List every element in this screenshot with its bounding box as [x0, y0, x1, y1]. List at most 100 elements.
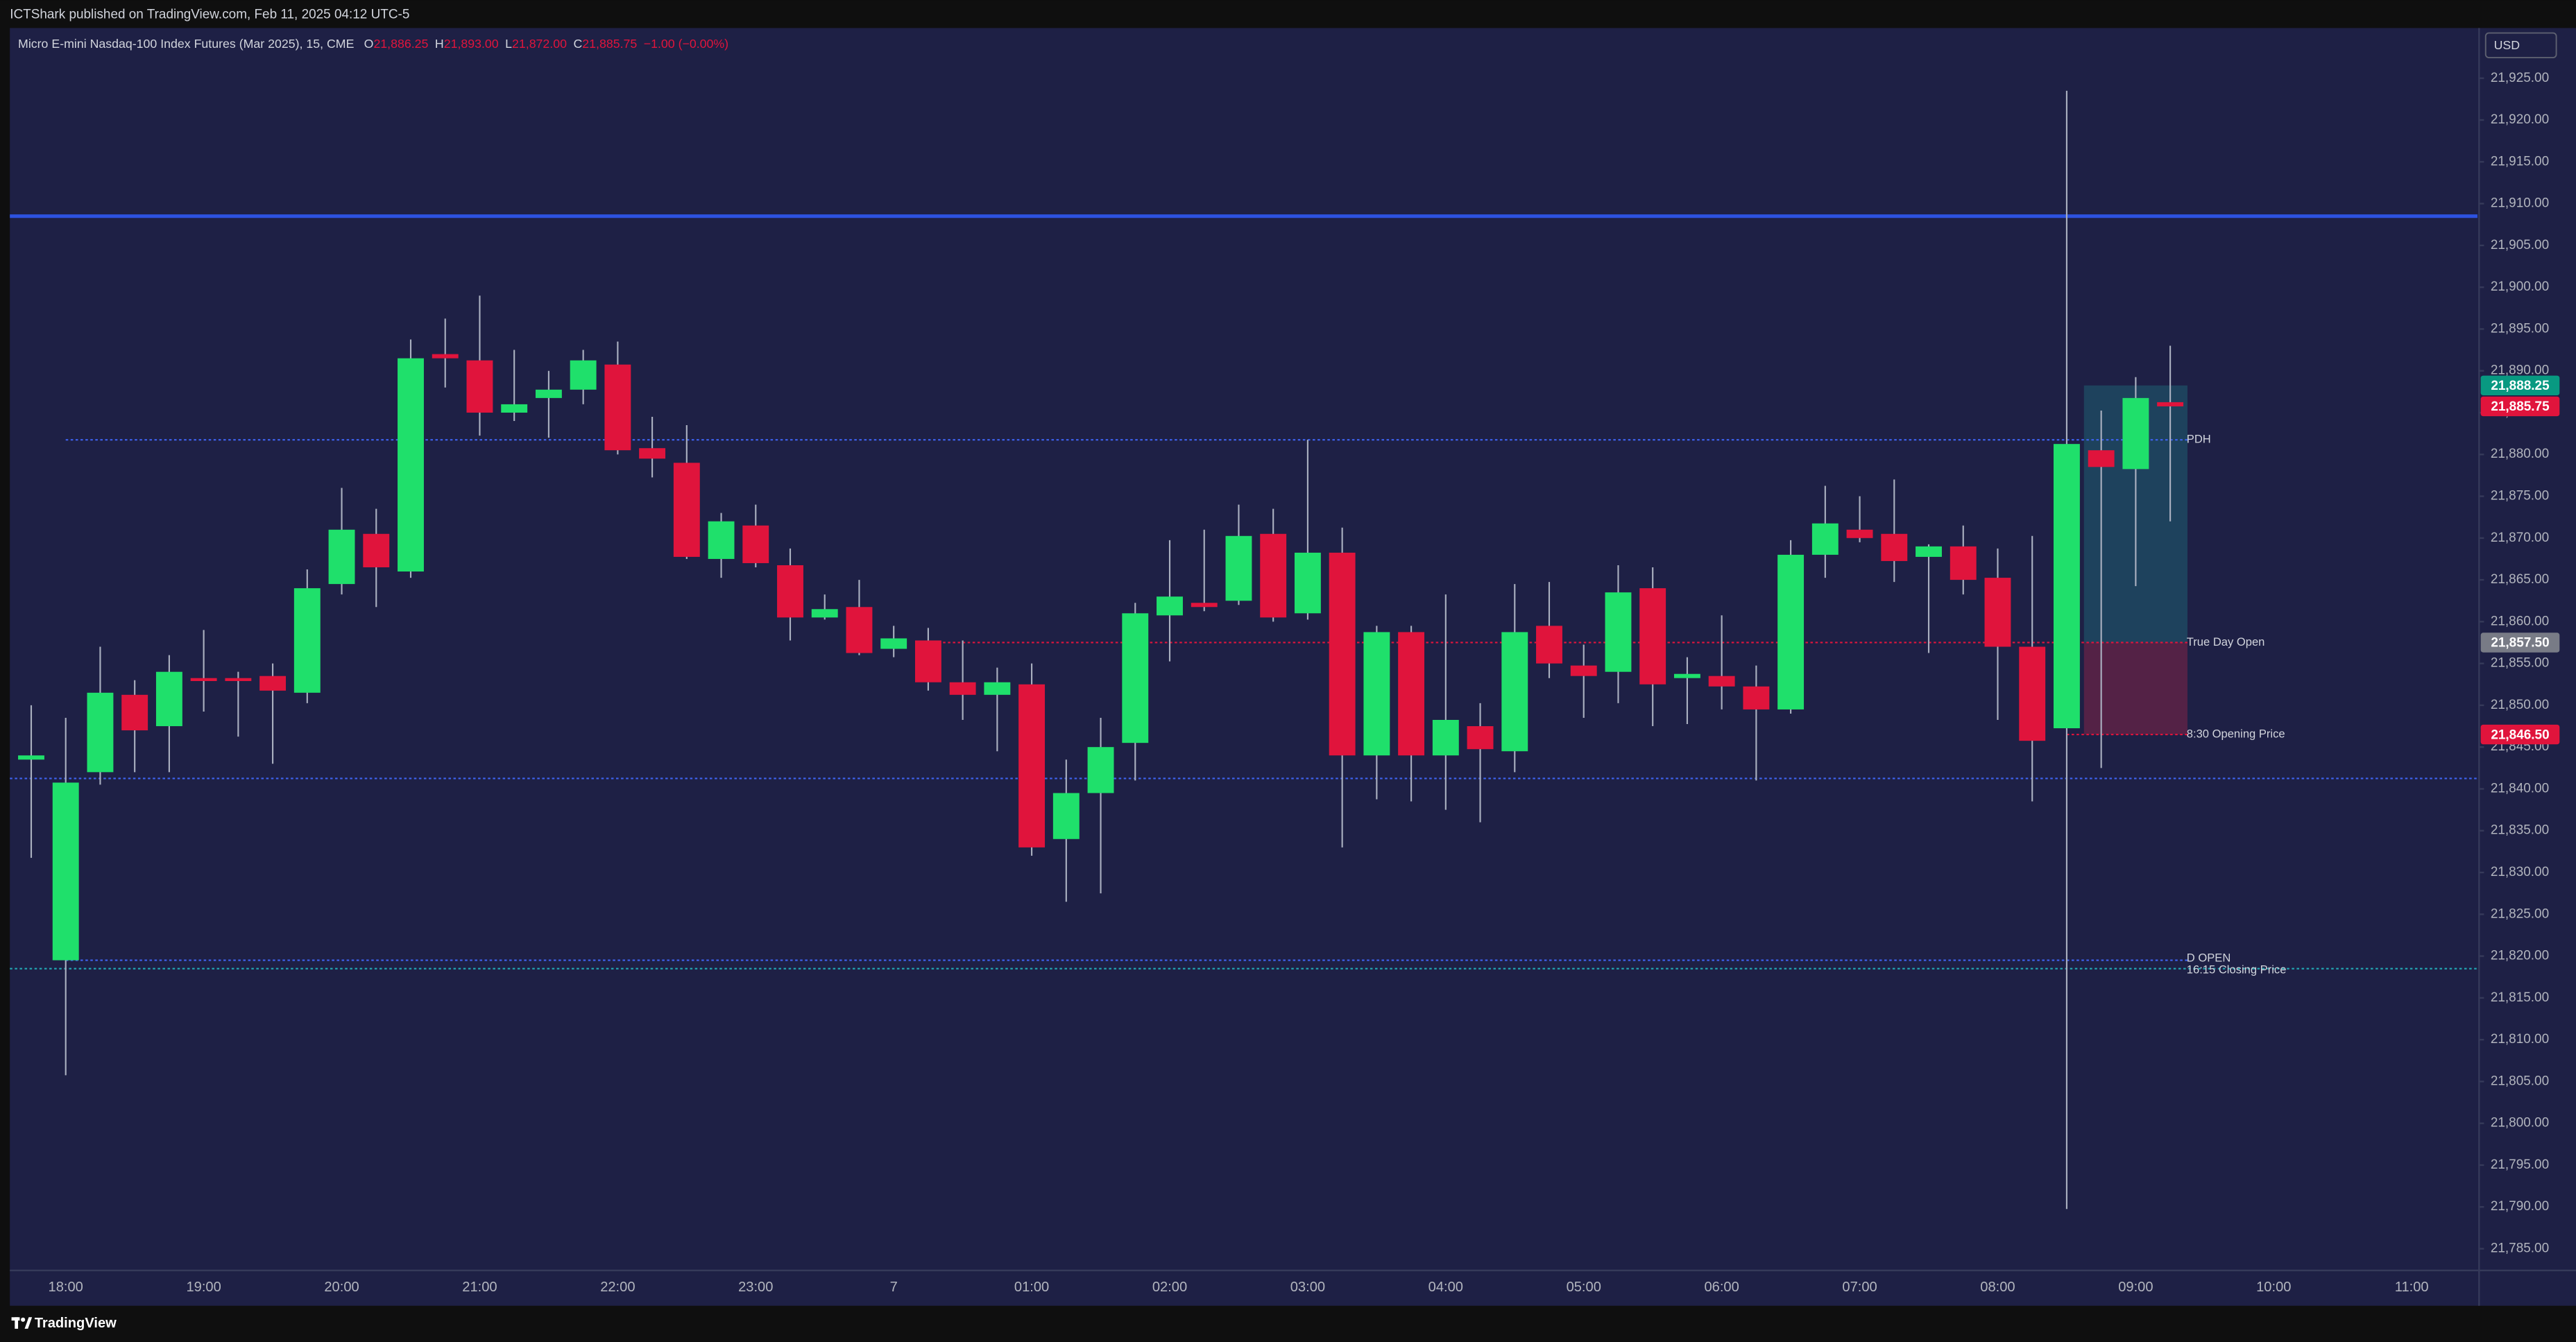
candle-body — [984, 682, 1011, 695]
candle-body — [1018, 684, 1046, 848]
candle-body — [1329, 552, 1356, 756]
candle-body — [1363, 632, 1390, 756]
candle-body — [501, 404, 528, 413]
price-tag — [2480, 375, 2560, 396]
y-tick-label: 21,905.00 — [2491, 238, 2549, 252]
candle-body — [1811, 523, 1839, 555]
y-tick-label: 21,855.00 — [2491, 656, 2549, 671]
position-stop-zone — [2083, 642, 2187, 735]
y-tick-label: 21,865.00 — [2491, 572, 2549, 587]
legend-value: 21,886.25 — [373, 37, 428, 51]
candle-body — [1260, 533, 1287, 618]
candle-body — [432, 354, 459, 359]
x-tick-label: 21:00 — [462, 1280, 497, 1295]
x-tick-label: 18:00 — [49, 1280, 83, 1295]
y-tick-label: 21,890.00 — [2491, 363, 2549, 378]
candle-body — [190, 678, 217, 681]
candle-body — [1673, 673, 1700, 678]
candle-body — [914, 640, 941, 682]
y-tick-label: 21,875.00 — [2491, 489, 2549, 504]
x-tick-label: 07:00 — [1842, 1280, 1877, 1295]
y-tick-label: 21,810.00 — [2491, 1032, 2549, 1047]
y-tick-label: 21,840.00 — [2491, 781, 2549, 795]
currency-box[interactable] — [2484, 32, 2557, 59]
candle-body — [155, 671, 182, 727]
candle-body — [87, 692, 114, 773]
candle-body — [639, 448, 666, 459]
candle-body — [1846, 529, 1873, 538]
publisher: ICTShark published on TradingView.com, F… — [10, 7, 409, 21]
legend-key: H — [435, 37, 444, 51]
y-tick-label: 21,925.00 — [2491, 71, 2549, 85]
candle-body — [1225, 535, 1252, 601]
x-tick-label: 08:00 — [1980, 1280, 2015, 1295]
legend-change: −1.00 (−0.00%) — [644, 37, 728, 51]
level-label: 8:30 Opening Price — [2187, 727, 2285, 740]
y-tick-label: 21,800.00 — [2491, 1116, 2549, 1130]
price-tag-label: 21,885.75 — [2491, 399, 2549, 414]
candle-body — [846, 607, 873, 653]
brand-logo[interactable] — [11, 1317, 33, 1329]
candle-body — [708, 521, 735, 559]
price-tag-label: 21,857.50 — [2491, 636, 2549, 651]
candle-body — [466, 360, 493, 413]
candle-body — [2053, 444, 2080, 729]
candle-body — [18, 755, 44, 760]
candle-body — [1467, 726, 1494, 750]
candle-body — [2122, 397, 2149, 470]
x-tick-label: 02:00 — [1152, 1280, 1187, 1295]
legend: Micro E-mini Nasdaq-100 Index Futures (M… — [18, 37, 728, 51]
candle-body — [1157, 596, 1183, 616]
x-tick-label: 06:00 — [1704, 1280, 1739, 1295]
y-tick-label: 21,915.00 — [2491, 154, 2549, 169]
candle-body — [880, 638, 907, 649]
legend-key: L — [505, 37, 512, 51]
y-tick-label: 21,920.00 — [2491, 112, 2549, 127]
candle-body — [949, 682, 976, 695]
x-tick-label: 20:00 — [324, 1280, 359, 1295]
y-tick-label: 21,900.00 — [2491, 279, 2549, 294]
candle-body — [1984, 578, 2011, 647]
candle-body — [673, 463, 700, 557]
logo-part — [24, 1317, 33, 1329]
candle-body — [2157, 402, 2184, 406]
candle-body — [1916, 546, 1942, 557]
candle-body — [1052, 793, 1080, 839]
candle-body — [328, 529, 355, 585]
x-tick-label: 22:00 — [600, 1280, 635, 1295]
candle-body — [1087, 747, 1114, 793]
brand[interactable]: TradingView — [35, 1316, 117, 1331]
candle-body — [363, 533, 390, 567]
y-tick-label: 21,910.00 — [2491, 196, 2549, 211]
candle-body — [1432, 720, 1459, 756]
candle-body — [570, 360, 597, 390]
price-tag — [2480, 724, 2560, 745]
y-tick-label: 21,805.00 — [2491, 1074, 2549, 1088]
candle-body — [1294, 552, 1321, 614]
x-tick-label: 03:00 — [1290, 1280, 1325, 1295]
level-label: D OPEN — [2187, 952, 2231, 965]
x-tick-label: 01:00 — [1014, 1280, 1049, 1295]
y-tick-label: 21,860.00 — [2491, 614, 2549, 628]
candle-body — [1536, 626, 1562, 664]
candle-body — [2019, 646, 2046, 741]
price-tag-label: 21,888.25 — [2491, 379, 2549, 393]
y-tick-label: 21,785.00 — [2491, 1241, 2549, 1255]
legend-value: 21,872.00 — [512, 37, 567, 51]
x-tick-label: 09:00 — [2118, 1280, 2153, 1295]
candle-body — [604, 364, 631, 451]
candle-body — [52, 782, 79, 961]
y-tick-label: 21,790.00 — [2491, 1199, 2549, 1214]
candle-body — [1881, 533, 1908, 561]
legend-key: C — [573, 37, 582, 51]
legend-symbol: Micro E-mini Nasdaq-100 Index Futures (M… — [18, 37, 355, 51]
x-tick-label: 7 — [890, 1280, 898, 1295]
y-tick-label: 21,820.00 — [2491, 949, 2549, 963]
logo-part — [21, 1317, 26, 1322]
logo-part — [15, 1317, 19, 1329]
candle-body — [1501, 632, 1528, 752]
x-tick-label: 10:00 — [2256, 1280, 2291, 1295]
y-tick-label: 21,830.00 — [2491, 865, 2549, 879]
currency[interactable]: USD — [2494, 38, 2520, 52]
